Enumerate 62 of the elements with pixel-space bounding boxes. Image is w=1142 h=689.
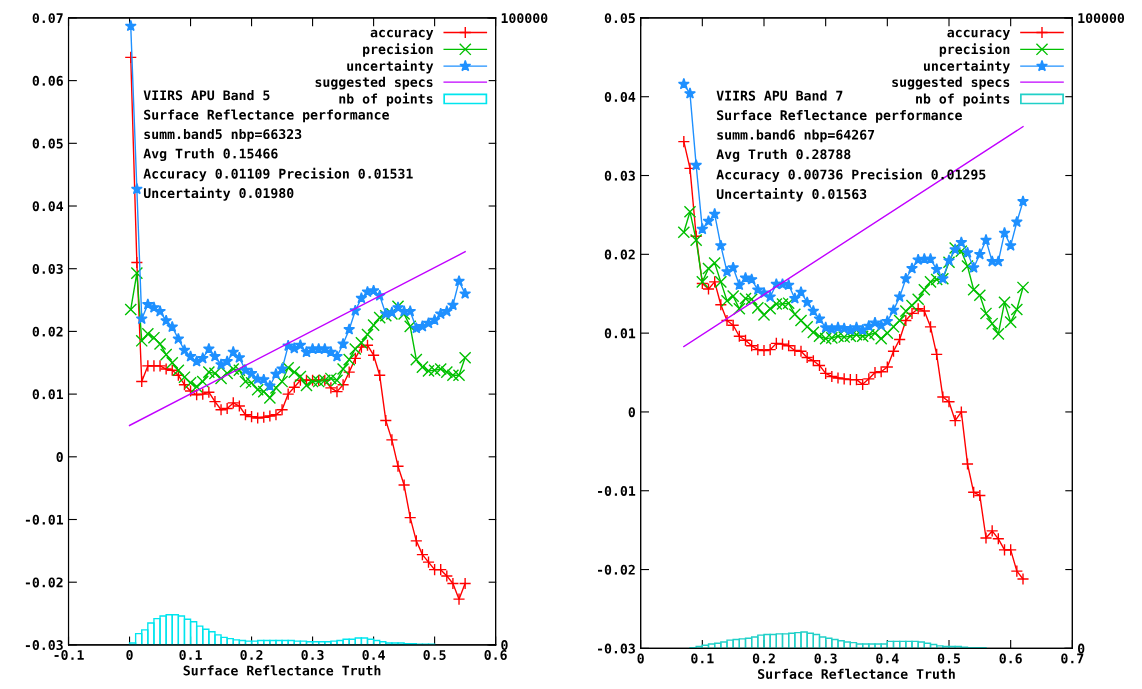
x-tick-label: 0.4 (876, 653, 899, 664)
annotation: summ.band6 nbp=64267 (717, 129, 875, 143)
legend-label: uncertainty (347, 59, 434, 74)
y-tick-label: 0.02 (604, 249, 635, 260)
legend-label: precision (939, 43, 1010, 57)
x-tick-label: 0.6 (999, 653, 1022, 664)
y-tick-label: -0.01 (598, 485, 636, 496)
legend-label: accuracy (947, 29, 1010, 40)
x-tick-label: 0.5 (423, 650, 446, 660)
annotation: Accuracy 0.01109 Precision 0.01531 (143, 167, 413, 182)
annotation: Uncertainty 0.01980 (143, 187, 294, 201)
annotation: Surface Reflectance performance (717, 109, 962, 123)
x-tick-label: 0 (126, 650, 133, 660)
annotation: Avg Truth 0.28788 (716, 149, 851, 162)
y-tick-label: -0.02 (598, 564, 635, 575)
annotation: VIIRS APU Band 7 (716, 90, 843, 101)
legend-label: nb of points (339, 92, 433, 107)
legend-label: nb of points (916, 92, 1010, 107)
y-tick-label: 0.02 (32, 326, 63, 337)
legend-label: accuracy (370, 29, 434, 40)
y-tick-label: 0.04 (604, 91, 636, 102)
y-tick-label: 0.03 (604, 170, 635, 181)
y2-tick-label: 100000 (501, 13, 548, 24)
annotation: Uncertainty 0.01563 (716, 188, 867, 202)
annotation: VIIRS APU Band 5 (143, 90, 270, 101)
y-tick-label: -0.01 (25, 514, 64, 525)
x-tick-label: 0.3 (814, 653, 837, 664)
legend-label: suggested specs (892, 76, 1010, 90)
x-axis-title: Surface Reflectance Truth (758, 668, 955, 679)
x-tick-label: 0.2 (240, 650, 263, 660)
y-tick-label: 0.03 (32, 263, 63, 274)
y2-tick-label: 0 (501, 640, 508, 651)
annotation: Surface Reflectance performance (144, 109, 389, 123)
x-axis-title: Surface Reflectance Truth (183, 665, 381, 676)
annotation: summ.band5 nbp=66323 (144, 128, 302, 142)
y-tick-label: 0.05 (604, 13, 635, 24)
x-tick-label: 0.6 (484, 650, 507, 660)
annotation: Avg Truth 0.15466 (143, 148, 278, 162)
x-tick-label: 0.2 (752, 653, 775, 664)
x-tick-label: 0 (637, 653, 644, 664)
x-tick-label: 0.7 (1061, 653, 1084, 664)
y-tick-label: 0 (56, 452, 63, 463)
y-tick-label: 0.01 (604, 328, 636, 339)
y-tick-label: -0.03 (25, 640, 63, 651)
legend-label: precision (363, 43, 433, 57)
x-tick-label: 0.3 (301, 650, 324, 660)
legend-label: suggested specs (315, 76, 433, 90)
x-tick-label: 0.1 (179, 650, 202, 660)
x-tick-label: -0.1 (54, 650, 84, 660)
y2-tick-label: 100000 (1078, 13, 1125, 24)
y-tick-label: -0.02 (25, 577, 63, 588)
y-tick-label: 0.06 (32, 75, 63, 86)
y-tick-label: 0.05 (32, 138, 63, 149)
y-tick-label: 0.04 (32, 201, 64, 212)
y-tick-label: 0.01 (32, 389, 64, 400)
legend-label: uncertainty (923, 59, 1010, 74)
x-tick-label: 0.1 (691, 653, 714, 664)
y-tick-label: 0.07 (32, 13, 63, 24)
x-tick-label: 0.5 (937, 653, 961, 664)
y-tick-label: 0 (628, 407, 636, 418)
y-tick-label: -0.03 (598, 643, 635, 654)
x-tick-label: 0.4 (362, 650, 385, 660)
